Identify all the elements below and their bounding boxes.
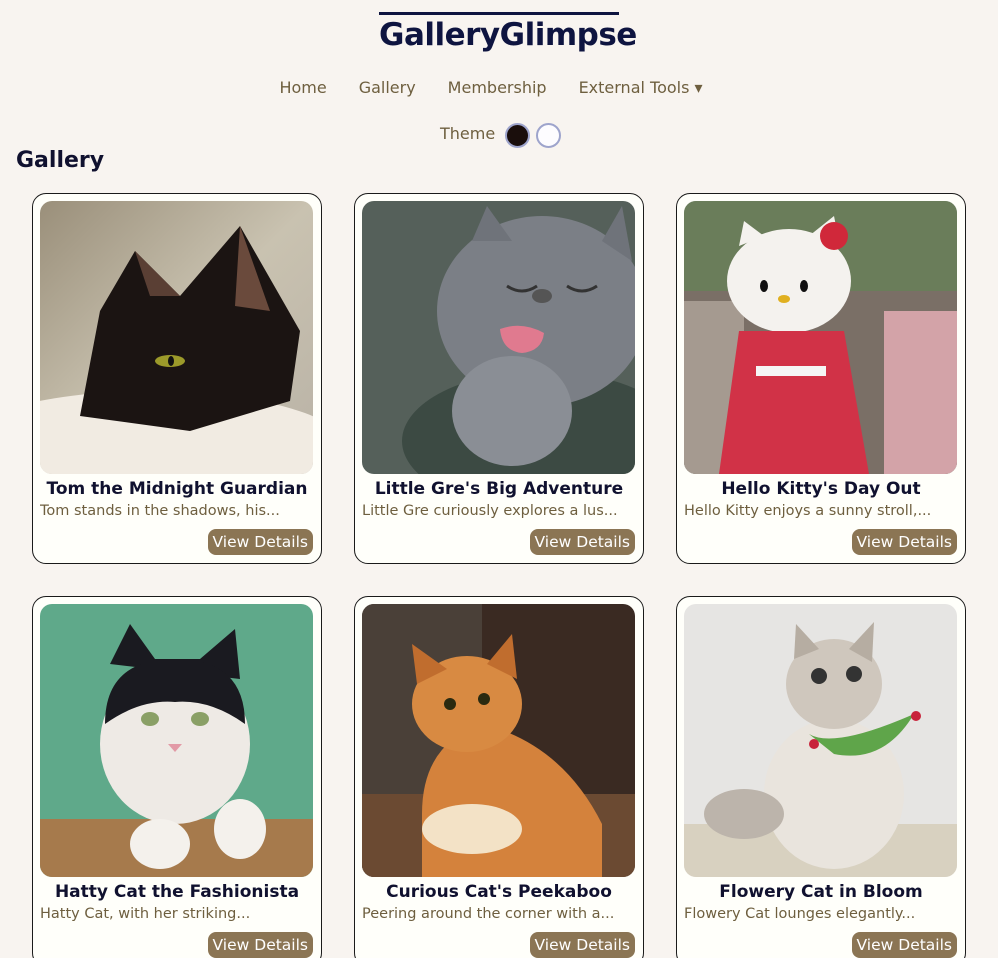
card-title: Hello Kitty's Day Out	[721, 479, 921, 499]
view-details-button[interactable]: View Details	[529, 932, 635, 958]
gallery-card[interactable]: Curious Cat's Peekaboo Peering around th…	[354, 596, 644, 958]
black-cat-photo-image	[40, 201, 313, 474]
site-title: GalleryGlimpse	[379, 12, 637, 55]
card-description: Little Gre curiously explores a lus...	[362, 503, 618, 519]
card-title: Flowery Cat in Bloom	[719, 882, 923, 902]
card-image[interactable]	[684, 604, 957, 877]
theme-label: Theme	[440, 123, 496, 143]
card-title: Curious Cat's Peekaboo	[386, 882, 612, 902]
card-image[interactable]	[40, 604, 313, 877]
nav-home[interactable]: Home	[279, 78, 327, 97]
card-image[interactable]	[362, 201, 635, 474]
card-description: Peering around the corner with a...	[362, 906, 615, 922]
gallery-card[interactable]: Hatty Cat the Fashionista Hatty Cat, wit…	[32, 596, 322, 958]
view-details-button[interactable]: View Details	[851, 529, 957, 555]
nav-membership[interactable]: Membership	[447, 78, 547, 97]
main-nav: Home Gallery Membership External Tools ▾	[0, 78, 998, 102]
gallery-card[interactable]: Flowery Cat in Bloom Flowery Cat lounges…	[676, 596, 966, 958]
card-title: Little Gre's Big Adventure	[374, 479, 624, 499]
card-image[interactable]	[362, 604, 635, 877]
card-title: Hatty Cat the Fashionista	[54, 882, 300, 902]
gallery-heading: Gallery	[16, 148, 105, 173]
nav-gallery[interactable]: Gallery	[358, 78, 416, 97]
gallery-card[interactable]: Hello Kitty's Day Out Hello Kitty enjoys…	[676, 193, 966, 564]
grey-kitten-photo-image	[362, 201, 635, 474]
orange-cat-photo-image	[362, 604, 635, 877]
card-title: Tom the Midnight Guardian	[46, 479, 308, 499]
view-details-button[interactable]: View Details	[529, 529, 635, 555]
view-details-button[interactable]: View Details	[851, 932, 957, 958]
view-details-button[interactable]: View Details	[207, 932, 313, 958]
fluffy-cat-photo-image	[684, 604, 957, 877]
card-image[interactable]	[684, 201, 957, 474]
gallery-card[interactable]: Little Gre's Big Adventure Little Gre cu…	[354, 193, 644, 564]
card-description: Tom stands in the shadows, his...	[40, 503, 280, 519]
card-description: Flowery Cat lounges elegantly...	[684, 906, 916, 922]
theme-light-swatch[interactable]	[536, 122, 562, 148]
card-description: Hatty Cat, with her striking...	[40, 906, 251, 922]
theme-switcher: Theme	[440, 121, 562, 149]
theme-dark-swatch[interactable]	[505, 122, 531, 148]
nav-external-tools-dropdown[interactable]: External Tools ▾	[578, 78, 703, 97]
view-details-button[interactable]: View Details	[207, 529, 313, 555]
gallery-card[interactable]: Tom the Midnight Guardian Tom stands in …	[32, 193, 322, 564]
card-image[interactable]	[40, 201, 313, 474]
hello-kitty-photo-image	[684, 201, 957, 474]
black-white-cat-photo-image	[40, 604, 313, 877]
card-description: Hello Kitty enjoys a sunny stroll,...	[684, 503, 932, 519]
